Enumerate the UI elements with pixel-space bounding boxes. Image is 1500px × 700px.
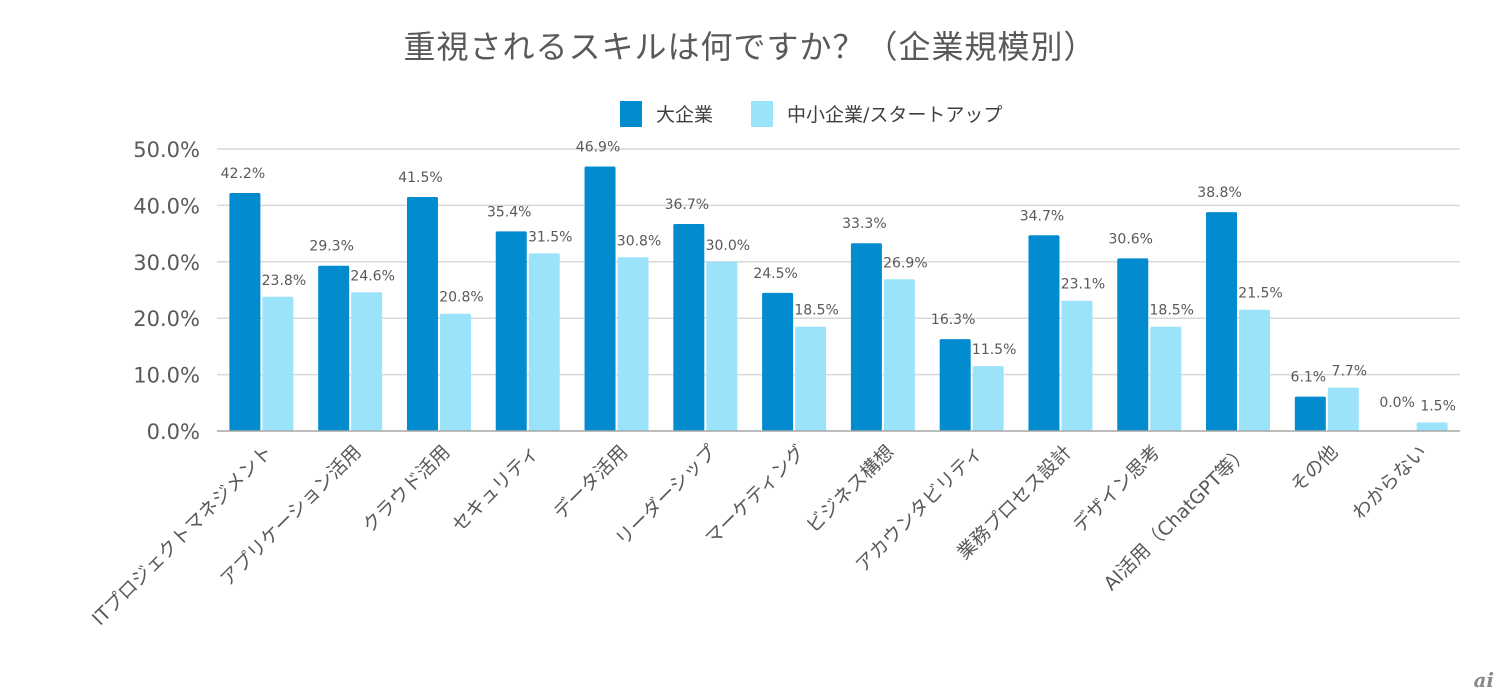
y-tick-label: 40.0%	[133, 194, 200, 218]
bar-sme-startup	[1061, 300, 1093, 431]
data-label-sme-startup: 31.5%	[528, 229, 572, 245]
data-label-large-enterprise: 33.3%	[842, 216, 886, 232]
bar-large-enterprise	[939, 339, 971, 431]
data-label-large-enterprise: 34.7%	[1020, 208, 1064, 224]
legend-item-sme-startup: 中小企業/スタートアップ	[751, 100, 1002, 127]
y-tick-label: 10.0%	[133, 364, 200, 388]
x-tick-label: ビジネス構想	[802, 441, 898, 537]
data-label-sme-startup: 26.9%	[883, 255, 927, 271]
bar-large-enterprise	[762, 292, 794, 431]
bar-large-enterprise	[229, 192, 261, 431]
data-label-large-enterprise: 35.4%	[487, 204, 531, 220]
data-label-sme-startup: 23.8%	[262, 273, 306, 289]
data-label-large-enterprise: 46.9%	[576, 139, 620, 155]
data-label-sme-startup: 1.5%	[1420, 399, 1456, 415]
bar-large-enterprise	[1117, 258, 1149, 431]
bar-sme-startup	[1416, 422, 1448, 431]
data-label-sme-startup: 23.1%	[1061, 277, 1105, 293]
x-tick-label: ITプロジェクトマネジメント	[88, 441, 277, 630]
bar-large-enterprise	[495, 231, 527, 431]
legend-item-large-enterprise: 大企業	[620, 100, 713, 127]
bar-large-enterprise	[318, 265, 350, 431]
y-tick-label: 20.0%	[133, 307, 200, 331]
bar-large-enterprise	[850, 243, 882, 431]
legend-label-large-enterprise: 大企業	[656, 104, 714, 126]
bar-sme-startup	[351, 292, 383, 431]
x-tick-label: AI活用（ChatGPT等）	[1100, 441, 1254, 595]
data-label-sme-startup: 7.7%	[1332, 364, 1368, 380]
data-label-sme-startup: 24.6%	[350, 268, 394, 284]
data-label-sme-startup: 11.5%	[972, 342, 1016, 358]
data-label-sme-startup: 21.5%	[1238, 286, 1282, 302]
x-tick-label: セキュリティ	[448, 441, 543, 536]
y-tick-label: 50.0%	[133, 138, 200, 162]
data-label-large-enterprise: 30.6%	[1109, 231, 1153, 247]
bar-sme-startup	[617, 257, 649, 431]
chart-title: 重視されるスキルは何ですか？（企業規模別）	[403, 28, 1097, 66]
bar-sme-startup	[1150, 326, 1182, 431]
bar-large-enterprise	[1206, 212, 1238, 431]
data-label-large-enterprise: 29.3%	[309, 239, 353, 255]
legend-swatch-sme-startup	[751, 100, 774, 127]
bar-large-enterprise	[673, 224, 705, 431]
x-tick-label: デザイン思考	[1069, 441, 1165, 537]
bar-large-enterprise	[1294, 396, 1326, 431]
x-tick-label: データ活用	[549, 441, 632, 524]
data-label-sme-startup: 30.0%	[706, 238, 750, 254]
bar-sme-startup	[1239, 309, 1271, 431]
bar-large-enterprise	[584, 166, 616, 431]
data-label-large-enterprise: 0.0%	[1379, 395, 1415, 411]
data-label-large-enterprise: 6.1%	[1291, 370, 1327, 386]
bar-sme-startup	[706, 261, 738, 431]
data-label-sme-startup: 18.5%	[1150, 303, 1194, 319]
data-label-sme-startup: 18.5%	[794, 303, 838, 319]
bar-sme-startup	[795, 326, 827, 431]
legend-label-sme-startup: 中小企業/スタートアップ	[787, 104, 1003, 126]
data-label-sme-startup: 20.8%	[439, 290, 483, 306]
x-tick-label: クラウド活用	[358, 441, 454, 537]
data-label-large-enterprise: 24.5%	[753, 266, 797, 282]
bar-sme-startup	[972, 366, 1004, 431]
y-tick-label: 30.0%	[133, 251, 200, 275]
legend-swatch-large-enterprise	[620, 100, 642, 127]
bar-sme-startup	[528, 253, 560, 431]
y-tick-label: 0.0%	[147, 420, 200, 444]
data-label-sme-startup: 30.8%	[617, 233, 661, 249]
bar-sme-startup	[1327, 387, 1359, 431]
legend: 大企業 中小企業/スタートアップ	[620, 100, 1040, 127]
data-label-large-enterprise: 41.5%	[398, 170, 442, 186]
data-label-large-enterprise: 38.8%	[1197, 185, 1241, 201]
x-tick-label: その他	[1286, 441, 1342, 497]
data-label-large-enterprise: 42.2%	[221, 166, 265, 182]
bar-sme-startup	[439, 313, 471, 431]
bar-sme-startup	[883, 279, 915, 431]
bar-large-enterprise	[1028, 235, 1060, 431]
data-label-large-enterprise: 16.3%	[931, 312, 975, 328]
data-label-large-enterprise: 36.7%	[665, 197, 709, 213]
bar-large-enterprise	[406, 196, 438, 431]
bar-sme-startup	[262, 296, 294, 431]
x-tick-label: わからない	[1348, 441, 1431, 524]
watermark-logo: ai	[1473, 668, 1494, 692]
